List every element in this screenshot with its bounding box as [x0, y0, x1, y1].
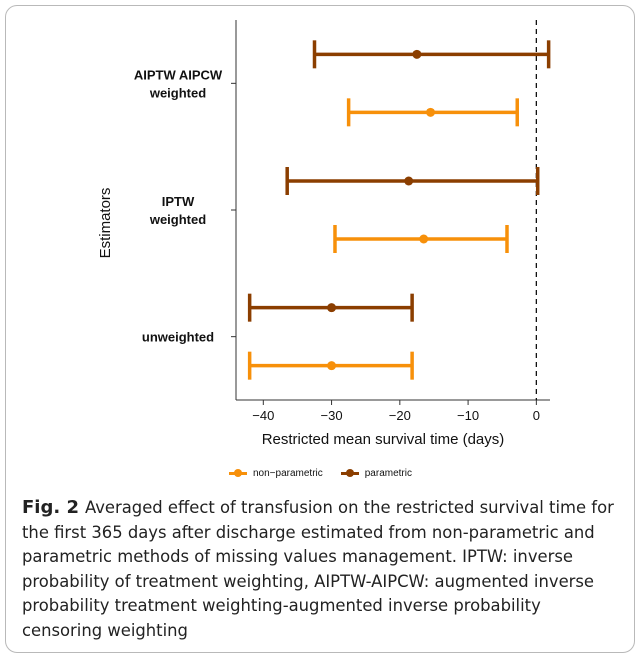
y-axis-label: Estimators — [97, 188, 114, 259]
point-estimate-nonparametric — [426, 107, 436, 117]
x-tick-label: 0 — [533, 408, 540, 423]
y-tick-label: weighted — [149, 85, 206, 100]
point-estimate-parametric — [404, 176, 414, 186]
x-axis-label: Restricted mean survival time (days) — [262, 431, 505, 448]
y-tick-label: weighted — [149, 212, 206, 227]
caption-text: Averaged effect of transfusion on the re… — [22, 498, 614, 640]
point-estimate-nonparametric — [327, 361, 337, 371]
x-tick-label: −20 — [389, 408, 411, 423]
legend-swatch-nonparametric — [228, 468, 247, 478]
chart-marks — [247, 40, 551, 380]
y-tick-label: IPTW — [162, 194, 195, 209]
legend-swatch-parametric — [340, 468, 359, 478]
point-estimate-parametric — [327, 303, 337, 313]
legend: non−parametric parametric — [0, 462, 641, 484]
x-tick-label: −40 — [252, 408, 274, 423]
figure-panel — [5, 5, 635, 653]
legend-label-parametric: parametric — [364, 467, 412, 479]
legend-item-parametric: parametric — [340, 467, 412, 479]
legend-label-nonparametric: non−parametric — [252, 467, 323, 479]
legend-item-nonparametric: non−parametric — [228, 467, 323, 479]
point-estimate-parametric — [412, 49, 422, 59]
point-estimate-nonparametric — [419, 234, 429, 244]
x-tick-label: −30 — [321, 408, 343, 423]
y-tick-label: unweighted — [142, 330, 214, 345]
y-tick-label: AIPTW AIPCW — [134, 67, 223, 82]
caption-label: Fig. 2 — [22, 497, 79, 518]
x-tick-label: −10 — [457, 408, 479, 423]
figure-caption: Fig. 2 Averaged effect of transfusion on … — [22, 496, 618, 643]
chart-axes: −40 −30 −20 −10 0 AIPTW AIPCW weighted IPTW weig… — [134, 20, 550, 423]
error-bar-chart: −40 −30 −20 −10 0 AIPTW AIPCW weighted IPTW weig… — [97, 20, 551, 448]
